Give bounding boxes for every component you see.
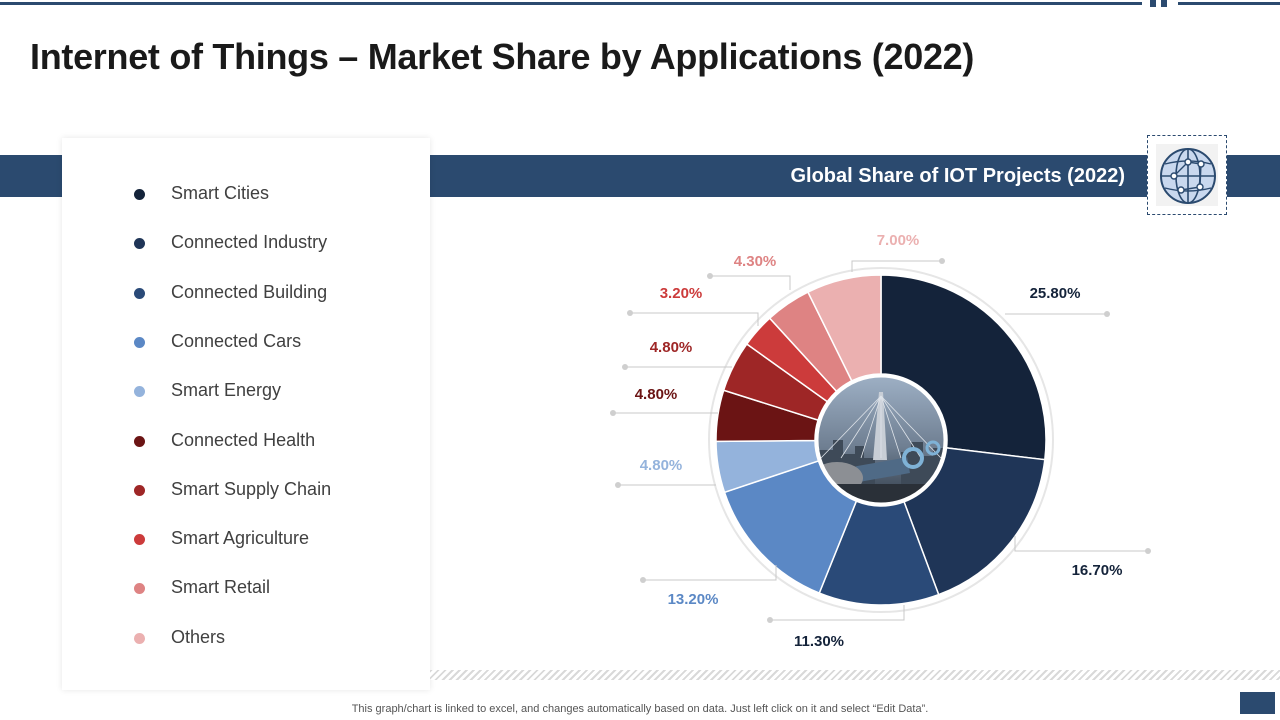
city-bridge-photo [817,376,945,504]
legend-label: Smart Supply Chain [171,478,332,499]
leader-line [643,565,777,581]
legend-item: Smart Energy [62,376,422,406]
leader-line [851,260,942,272]
top-marker-1 [1150,0,1156,7]
leader-dot [1145,548,1151,554]
legend-item: Smart Agriculture [62,524,422,554]
globe-network-icon [1156,144,1218,206]
data-label: 4.30% [734,253,777,270]
leader-line [770,605,905,621]
legend-item: Connected Industry [62,228,422,258]
leader-dot [707,273,713,279]
legend-dot [134,583,145,595]
corner-accent [1240,692,1275,714]
legend-dot [134,484,145,496]
legend-dot [134,336,145,348]
leader-dot [1104,311,1110,317]
legend-dot [134,386,145,398]
donut-slice [806,274,882,382]
leader-dot [767,617,773,623]
data-label: 4.80% [640,457,683,474]
leader-dot [622,364,628,370]
leader-dot [939,258,945,264]
data-label: 4.80% [650,339,693,356]
legend-item: Smart Cities [62,179,422,209]
legend-label: Connected Building [171,281,328,302]
legend-dot [134,632,145,644]
donut-slice [903,447,1046,596]
legend-panel: Smart Cities Connected Industry Connected … [62,138,430,690]
legend-item: Connected Building [62,278,422,308]
legend-item: Connected Health [62,426,422,456]
page-title: Internet of Things – Market Share by App… [30,36,975,77]
legend-item: Smart Retail [62,573,422,603]
legend-item: Others [62,623,422,653]
data-label: 25.80% [1030,285,1081,302]
leader-dot [640,577,646,583]
leader-dot [627,310,633,316]
data-label: 7.00% [877,232,920,249]
legend-item: Connected Cars [62,327,422,357]
top-rule-left [0,2,1142,5]
donut-slice [880,274,1047,461]
chart-title: Global Share of IOT Projects (2022) [790,165,1125,187]
leader-dot [615,482,621,488]
leader-dot [610,410,616,416]
legend-dot [134,435,145,447]
top-rule-right [1178,2,1280,5]
data-label: 16.70% [1072,562,1123,579]
leader-line [1014,536,1148,552]
legend-label: Smart Agriculture [171,528,310,549]
data-label: 3.20% [660,285,703,302]
data-label: 4.80% [635,386,678,403]
legend-item: Smart Supply Chain [62,475,422,505]
legend-dot [134,238,145,250]
globe-icon-box [1147,135,1227,215]
donut-slice [723,459,858,595]
legend-label: Connected Health [171,429,316,450]
leader-line [710,275,791,290]
legend-label: Smart Retail [171,577,271,598]
legend-dot [134,189,145,200]
legend-dot [134,287,145,299]
top-marker-2 [1161,0,1167,7]
legend-label: Others [171,626,226,647]
legend-label: Connected Industry [171,232,328,253]
legend-label: Smart Cities [171,183,270,203]
center-photo-border [815,374,947,506]
data-label: 13.20% [668,591,719,608]
data-label: 11.30% [794,633,844,650]
legend-dot [134,534,145,546]
legend-label: Connected Cars [171,330,302,351]
legend-label: Smart Energy [171,380,282,401]
footnote: This graph/chart is linked to excel, and… [351,703,929,715]
leader-line [630,312,759,326]
hatched-divider [430,670,1280,680]
